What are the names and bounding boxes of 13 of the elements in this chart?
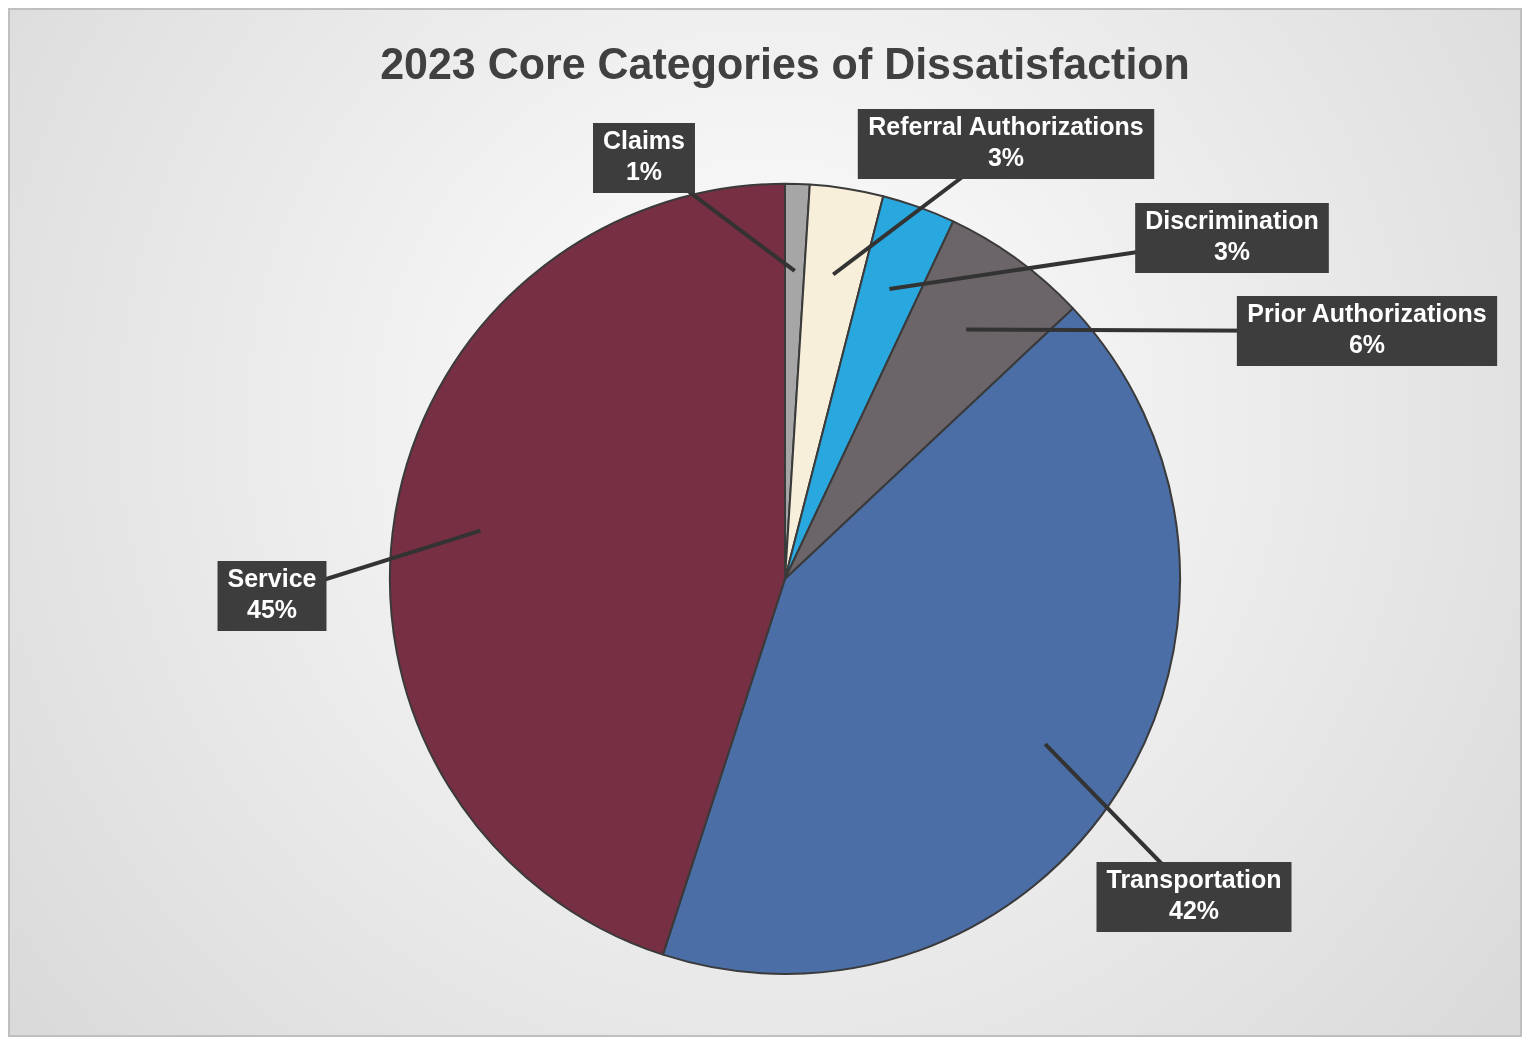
data-label: 3% <box>987 143 1025 172</box>
slice-label: Prior Authorizations <box>1247 299 1487 328</box>
chart-title: 2023 Core Categories of Dissatisfaction <box>380 39 1190 88</box>
slice-label: Claims <box>603 126 685 155</box>
slice-label: Transportation <box>1106 865 1282 894</box>
data-label: 3% <box>1213 237 1251 266</box>
data-label: 1% <box>625 157 663 186</box>
slice-label: Service <box>227 564 317 593</box>
data-label: 6% <box>1348 330 1386 359</box>
data-label: 45% <box>246 595 298 624</box>
data-label: 42% <box>1168 896 1220 925</box>
slice-label: Referral Authorizations <box>868 112 1144 141</box>
slice-label: Discrimination <box>1145 206 1319 235</box>
